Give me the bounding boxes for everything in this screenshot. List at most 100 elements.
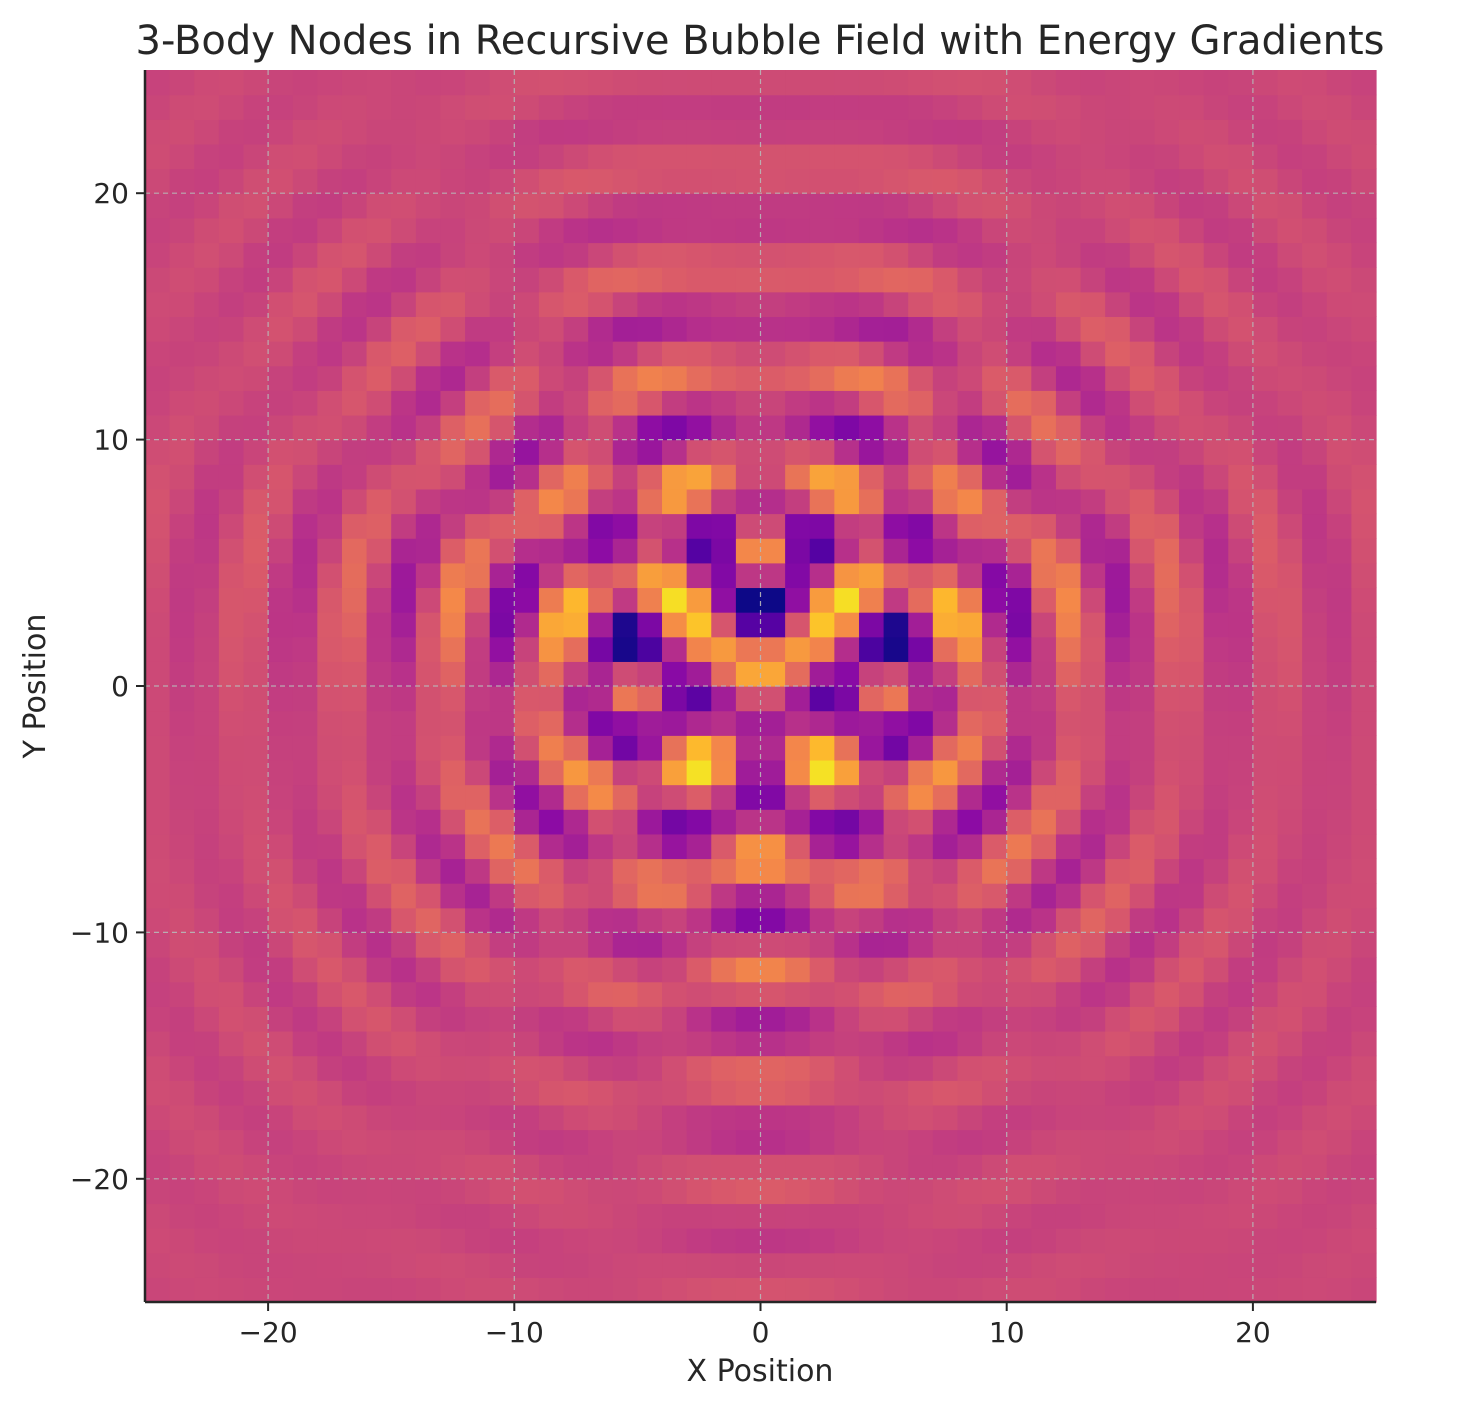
heatmap-cell <box>834 661 860 687</box>
heatmap-cell <box>637 168 663 194</box>
heatmap-cell <box>1252 242 1279 268</box>
heatmap-cell <box>514 119 540 145</box>
heatmap-cell <box>514 858 540 884</box>
heatmap-cell <box>194 1252 220 1278</box>
heatmap-cell <box>932 217 959 244</box>
heatmap-cell <box>218 1030 245 1057</box>
heatmap-cell <box>735 1006 762 1032</box>
y-tick-label: 20 <box>93 177 129 210</box>
heatmap-cell <box>1031 1154 1057 1180</box>
heatmap-cell <box>292 1030 318 1057</box>
heatmap-cell <box>1351 1178 1377 1205</box>
heatmap-cell <box>514 1080 540 1106</box>
heatmap-cell <box>1277 686 1303 712</box>
heatmap-cell <box>415 1178 442 1205</box>
heatmap-cell <box>292 168 318 194</box>
heatmap-cell <box>1351 1228 1377 1254</box>
heatmap-cell <box>1326 390 1352 416</box>
heatmap-cell <box>883 612 909 638</box>
heatmap-cell <box>637 1178 663 1205</box>
heatmap-cell <box>415 883 442 909</box>
heatmap-cell <box>662 686 688 712</box>
heatmap-cell <box>465 883 491 909</box>
heatmap-cell <box>243 661 269 687</box>
heatmap-cell <box>858 70 885 96</box>
heatmap-cell <box>1179 907 1205 933</box>
heatmap-cell <box>489 242 515 268</box>
heatmap-cell <box>169 1006 195 1032</box>
y-tick-label: 10 <box>93 424 129 457</box>
heatmap-cell <box>1129 316 1156 342</box>
heatmap-cell <box>341 341 368 367</box>
heatmap-cell <box>218 858 245 884</box>
heatmap-cell <box>465 1154 491 1180</box>
heatmap-cell <box>341 464 368 490</box>
heatmap-cell <box>317 119 343 145</box>
heatmap-cell <box>489 932 515 958</box>
heatmap-cell <box>391 562 417 589</box>
heatmap-cell <box>908 636 934 662</box>
heatmap-cell <box>538 242 565 268</box>
heatmap-cell <box>982 562 1008 589</box>
heatmap-cell <box>834 70 860 96</box>
heatmap-cell <box>883 833 909 860</box>
heatmap-cell <box>489 809 515 835</box>
heatmap-cell <box>785 217 811 244</box>
heatmap-cell <box>415 439 442 465</box>
heatmap-cell <box>514 94 540 120</box>
heatmap-cell <box>1228 1154 1254 1180</box>
heatmap-cell <box>982 1129 1008 1155</box>
heatmap-cell <box>1055 94 1082 120</box>
heatmap-cell <box>1302 587 1328 613</box>
heatmap-cell <box>268 981 294 1007</box>
heatmap-cell <box>366 809 392 835</box>
heatmap-cell <box>982 612 1008 638</box>
heatmap-cell <box>1055 1080 1082 1106</box>
heatmap-cell <box>1006 1154 1032 1180</box>
heatmap-cell <box>711 562 737 589</box>
heatmap-cell <box>465 612 491 638</box>
heatmap-cell <box>1129 1178 1156 1205</box>
heatmap-cell <box>1326 784 1352 810</box>
heatmap-cell <box>1326 1178 1352 1205</box>
heatmap-cell <box>440 686 466 712</box>
heatmap-cell <box>932 809 959 835</box>
heatmap-cell <box>489 1252 515 1278</box>
heatmap-cell <box>489 119 515 145</box>
heatmap-cell <box>883 686 909 712</box>
heatmap-cell <box>489 1228 515 1254</box>
heatmap-cell <box>735 735 762 761</box>
heatmap-cell <box>341 217 368 244</box>
heatmap-cell <box>662 390 688 416</box>
heatmap-cell <box>391 587 417 613</box>
heatmap-cell <box>1105 217 1131 244</box>
heatmap-cell <box>489 686 515 712</box>
heatmap-cell <box>1080 587 1106 613</box>
heatmap-cell <box>932 94 959 120</box>
heatmap-cell <box>1080 957 1106 983</box>
heatmap-cell <box>218 957 245 983</box>
heatmap-cell <box>760 833 786 860</box>
heatmap-cell <box>785 1277 811 1303</box>
heatmap-cell <box>563 217 589 244</box>
heatmap-cell <box>243 365 269 391</box>
heatmap-cell <box>735 686 762 712</box>
heatmap-cell <box>243 1030 269 1057</box>
heatmap-cell <box>440 390 466 416</box>
heatmap-cell <box>538 1104 565 1131</box>
heatmap-cell <box>538 562 565 589</box>
heatmap-cell <box>489 883 515 909</box>
heatmap-cell <box>1006 414 1032 441</box>
heatmap-cell <box>465 439 491 465</box>
heatmap-cell <box>1351 562 1377 589</box>
heatmap-cell <box>538 119 565 145</box>
heatmap-cell <box>908 833 934 860</box>
heatmap-cell <box>391 70 417 96</box>
heatmap-cell <box>809 1277 835 1303</box>
heatmap-cell <box>1055 1277 1082 1303</box>
heatmap-cell <box>366 661 392 687</box>
heatmap-cell <box>809 193 835 219</box>
heatmap-cell <box>637 562 663 589</box>
heatmap-cell <box>538 1006 565 1032</box>
heatmap-cell <box>1006 1277 1032 1303</box>
